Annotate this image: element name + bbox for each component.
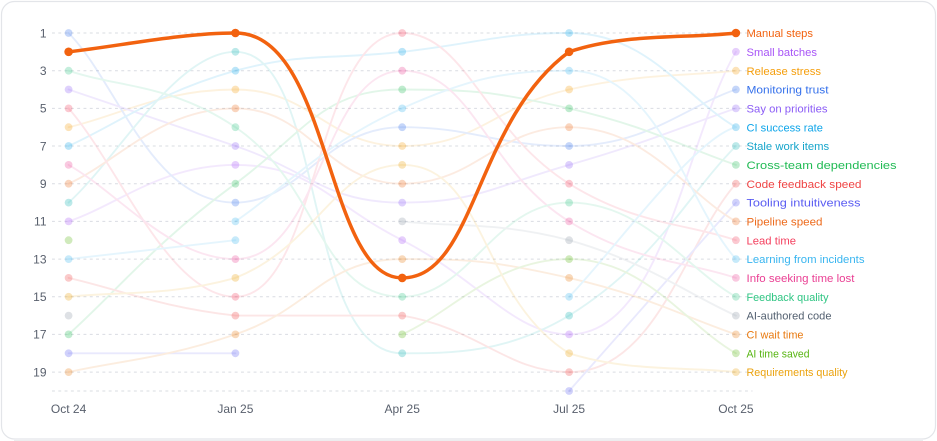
svg-text:19: 19 xyxy=(33,365,47,379)
svg-text:Apr 25: Apr 25 xyxy=(385,402,421,416)
svg-text:3: 3 xyxy=(40,64,47,78)
svg-text:Tooling intuitiveness: Tooling intuitiveness xyxy=(747,198,861,210)
svg-text:CI wait time: CI wait time xyxy=(747,330,804,342)
svg-text:CI success rate: CI success rate xyxy=(747,122,823,134)
svg-text:Manual steps: Manual steps xyxy=(747,28,814,40)
svg-text:Cross-team dependencies: Cross-team dependencies xyxy=(747,160,897,172)
svg-text:1: 1 xyxy=(40,26,47,40)
svg-text:Small batches: Small batches xyxy=(747,47,818,59)
svg-text:Jul 25: Jul 25 xyxy=(553,402,585,416)
svg-text:Oct 25: Oct 25 xyxy=(718,402,754,416)
svg-text:5: 5 xyxy=(40,102,47,116)
svg-text:Jan 25: Jan 25 xyxy=(217,402,253,416)
svg-text:17: 17 xyxy=(33,328,47,342)
svg-text:Requirements quality: Requirements quality xyxy=(747,367,848,379)
svg-text:Learning from incidents: Learning from incidents xyxy=(747,254,865,266)
svg-text:AI-authored code: AI-authored code xyxy=(747,311,832,323)
svg-text:7: 7 xyxy=(40,139,47,153)
svg-text:15: 15 xyxy=(33,290,47,304)
svg-text:Monitoring trust: Monitoring trust xyxy=(747,85,830,97)
svg-text:Pipeline speed: Pipeline speed xyxy=(747,217,823,229)
svg-text:13: 13 xyxy=(33,252,47,266)
svg-text:Oct 24: Oct 24 xyxy=(51,402,87,416)
svg-text:Code feedback speed: Code feedback speed xyxy=(747,179,862,191)
svg-text:Lead time: Lead time xyxy=(747,235,797,247)
svg-text:Feedback quality: Feedback quality xyxy=(747,292,829,304)
svg-text:Stale work items: Stale work items xyxy=(747,141,830,153)
svg-text:Release stress: Release stress xyxy=(747,66,822,78)
svg-text:AI time saved: AI time saved xyxy=(747,348,810,360)
svg-text:Info seeking time lost: Info seeking time lost xyxy=(747,273,856,285)
svg-text:Say on priorities: Say on priorities xyxy=(747,104,828,116)
svg-text:9: 9 xyxy=(40,177,47,191)
svg-text:11: 11 xyxy=(34,215,47,229)
